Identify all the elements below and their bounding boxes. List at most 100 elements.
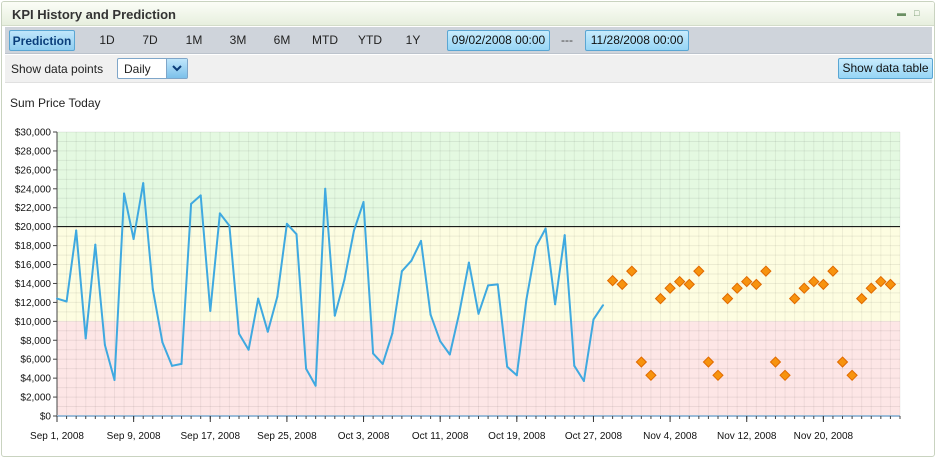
prediction-point bbox=[750, 278, 763, 291]
prediction-point bbox=[836, 356, 849, 368]
prediction-point bbox=[817, 278, 830, 291]
show-data-table-button[interactable]: Show data table bbox=[838, 58, 933, 79]
history-point bbox=[142, 182, 145, 185]
history-point bbox=[352, 229, 355, 232]
history-point bbox=[285, 222, 288, 225]
history-point bbox=[324, 187, 327, 190]
x-tick-label: Nov 20, 2008 bbox=[794, 431, 854, 442]
prediction-point bbox=[779, 369, 791, 382]
prediction-point bbox=[673, 275, 686, 288]
prediction-point bbox=[788, 292, 801, 305]
period-mtd-button[interactable]: MTD bbox=[312, 33, 338, 47]
history-point bbox=[496, 283, 499, 286]
period-ytd-button[interactable]: YTD bbox=[358, 33, 382, 47]
history-point bbox=[343, 278, 346, 281]
history-point bbox=[467, 261, 470, 264]
period-1m-button[interactable]: 1M bbox=[185, 33, 203, 47]
x-tick-label: Sep 25, 2008 bbox=[257, 431, 317, 442]
history-point bbox=[132, 237, 135, 240]
y-tick-label: $26,000 bbox=[15, 165, 52, 176]
history-point bbox=[458, 311, 461, 314]
y-tick-label: $22,000 bbox=[15, 203, 52, 214]
history-point bbox=[65, 300, 68, 303]
options-toolbar: Show data points Daily Show data table bbox=[5, 55, 933, 83]
period-1y-button[interactable]: 1Y bbox=[405, 33, 421, 47]
prediction-point bbox=[741, 275, 753, 288]
end-date-field[interactable]: 11/28/2008 00:00 bbox=[585, 30, 689, 51]
prediction-point bbox=[721, 292, 734, 305]
period-6m-button[interactable]: 6M bbox=[273, 33, 291, 47]
maximize-icon[interactable]: □ bbox=[914, 8, 920, 18]
history-point bbox=[573, 364, 576, 367]
prediction-point bbox=[760, 265, 772, 277]
history-point bbox=[151, 288, 154, 291]
x-tick-label: Sep 9, 2008 bbox=[107, 431, 161, 442]
y-tick-label: $28,000 bbox=[15, 146, 52, 157]
prediction-point bbox=[846, 369, 858, 382]
history-point bbox=[228, 224, 231, 227]
prediction-point bbox=[635, 356, 648, 368]
history-point bbox=[247, 348, 250, 351]
minimize-icon[interactable]: ▬ bbox=[897, 8, 906, 18]
show-points-label: Show data points bbox=[11, 62, 104, 76]
history-point bbox=[602, 304, 605, 307]
prediction-point bbox=[626, 265, 638, 277]
y-tick-label: $18,000 bbox=[15, 241, 52, 252]
history-point bbox=[477, 312, 480, 315]
history-line bbox=[56, 182, 604, 387]
prediction-point bbox=[702, 356, 715, 368]
panel-titlebar: KPI History and Prediction ▬ □ bbox=[2, 2, 934, 26]
x-tick-label: Oct 11, 2008 bbox=[412, 431, 469, 442]
period-1d-button[interactable]: 1D bbox=[99, 33, 115, 47]
history-point bbox=[515, 374, 518, 377]
history-point bbox=[123, 192, 126, 195]
y-tick-label: $16,000 bbox=[15, 260, 52, 271]
history-point bbox=[429, 313, 432, 316]
prediction-point bbox=[865, 282, 877, 294]
period-7d-button[interactable]: 7D bbox=[142, 33, 158, 47]
history-point bbox=[544, 227, 547, 230]
history-point bbox=[257, 297, 260, 300]
prediction-point bbox=[683, 278, 695, 291]
y-tick-label: $20,000 bbox=[15, 222, 52, 233]
prediction-point bbox=[645, 369, 657, 382]
x-tick-label: Oct 3, 2008 bbox=[338, 431, 390, 442]
y-tick-label: $2,000 bbox=[20, 393, 51, 404]
prediction-point bbox=[616, 278, 628, 291]
history-point bbox=[400, 270, 403, 273]
x-tick-label: Nov 4, 2008 bbox=[643, 431, 697, 442]
y-tick-label: $10,000 bbox=[15, 317, 52, 328]
granularity-select[interactable]: Daily bbox=[117, 58, 188, 79]
y-tick-label: $0 bbox=[40, 412, 52, 423]
history-point bbox=[56, 297, 58, 300]
history-point bbox=[314, 384, 317, 387]
chart-title: Sum Price Today bbox=[10, 96, 101, 110]
prediction-point bbox=[664, 282, 676, 294]
granularity-value: Daily bbox=[124, 62, 151, 76]
prediction-button[interactable]: Prediction bbox=[9, 30, 75, 51]
y-tick-label: $14,000 bbox=[15, 279, 52, 290]
history-point bbox=[362, 201, 365, 204]
y-tick-label: $8,000 bbox=[20, 336, 51, 347]
prediction-point bbox=[884, 278, 897, 291]
history-point bbox=[525, 298, 528, 301]
history-point bbox=[266, 330, 269, 333]
history-point bbox=[381, 362, 384, 365]
prediction-point bbox=[827, 265, 839, 277]
history-point bbox=[391, 332, 394, 335]
period-3m-button[interactable]: 3M bbox=[229, 33, 247, 47]
history-point bbox=[276, 295, 279, 298]
history-point bbox=[420, 239, 423, 242]
prediction-point bbox=[875, 275, 887, 288]
y-tick-label: $6,000 bbox=[20, 355, 51, 366]
prediction-point bbox=[808, 275, 820, 288]
prediction-point bbox=[731, 282, 743, 294]
history-point bbox=[209, 309, 212, 312]
start-date-field[interactable]: 09/02/2008 00:00 bbox=[447, 30, 550, 51]
prediction-point bbox=[855, 292, 868, 305]
x-tick-label: Oct 19, 2008 bbox=[488, 431, 546, 442]
chevron-down-icon[interactable] bbox=[166, 59, 187, 78]
history-point bbox=[161, 341, 164, 344]
y-tick-label: $30,000 bbox=[15, 128, 52, 139]
history-point bbox=[84, 337, 87, 340]
